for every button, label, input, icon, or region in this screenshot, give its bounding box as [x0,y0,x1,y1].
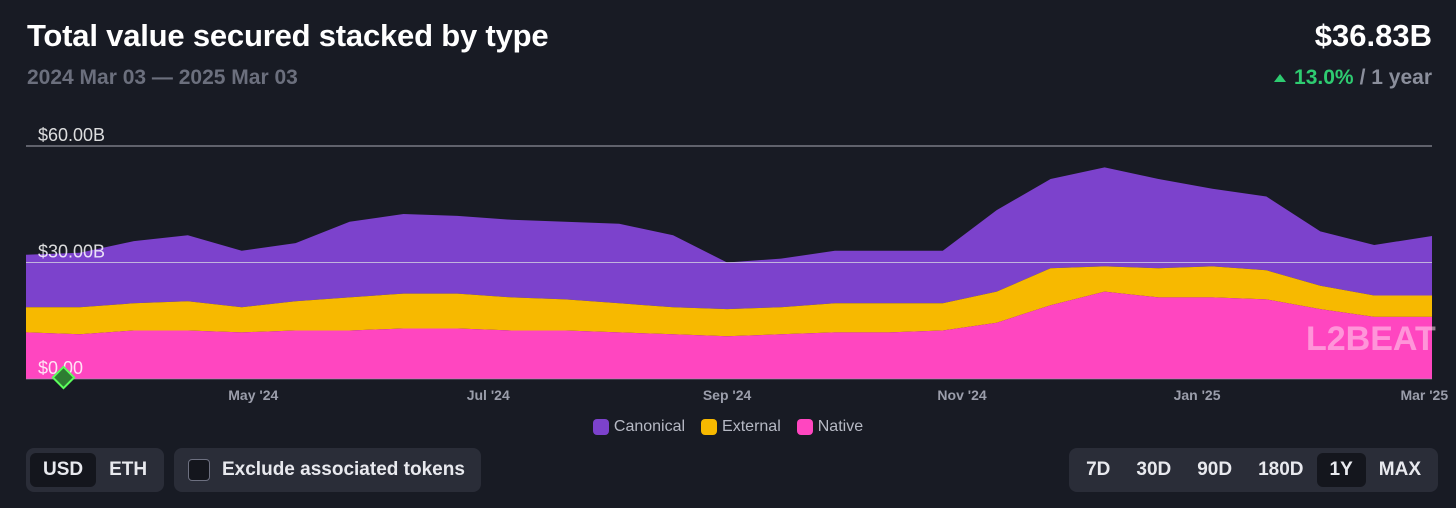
x-tick-label: Sep '24 [703,387,752,403]
legend-swatch-external [701,419,718,435]
legend-swatch-canonical [592,419,609,435]
change-percent: 13.0% [1294,66,1354,89]
start-handle-icon[interactable] [51,365,76,390]
eth-button[interactable]: ETH [109,459,148,480]
exclude-associated-tokens-toggle[interactable]: Exclude associated tokens [174,448,481,492]
arrow-up-icon [1274,74,1287,82]
change-positive: 13.0% [1274,66,1354,90]
l2beat-logo: L2BEAT [1306,320,1436,358]
chart-legend: Canonical External Native [0,418,1456,436]
legend-item-native[interactable]: Native [796,418,864,436]
y-tick-label: $60.00B [38,125,105,145]
area-series-native [26,291,1432,379]
chart-title: Total value secured stacked by type [27,18,549,53]
x-axis-labels: May '24 Jul '24 Sep '24 Nov '24 Jan '25 Mar '… [228,387,1448,403]
legend-item-external[interactable]: External [701,418,781,436]
range-90d-button[interactable]: 90D [1197,459,1233,480]
date-range: 2024 Mar 03 — 2025 Mar 03 [27,66,298,89]
legend-swatch-native [796,419,813,435]
change-indicator: 13.0% / 1 year [1274,66,1432,90]
total-value: $36.83B [1314,18,1432,53]
y-tick-label: $0.00 [38,358,83,378]
range-1y-button[interactable]: 1Y [1316,453,1366,487]
x-tick-label: Jul '24 [467,387,510,403]
area-series-external [26,266,1432,337]
range-30d-button[interactable]: 30D [1136,459,1172,480]
change-period: / 1 year [1359,66,1432,89]
l2beat-watermark: L2BEAT [1306,320,1436,358]
x-tick-label: Jan '25 [1174,387,1221,403]
area-layers [26,167,1432,379]
range-start-marker[interactable] [51,365,76,390]
legend-label: Canonical [613,418,686,435]
usd-button[interactable]: USD [30,453,97,487]
currency-toggle: USD ETH [26,448,165,492]
exclude-checkbox[interactable] [188,459,210,481]
gridlines [26,145,1432,380]
legend-item-canonical[interactable]: Canonical [592,418,686,436]
x-tick-label: Mar '25 [1400,387,1448,403]
range-180d-button[interactable]: 180D [1258,459,1304,480]
range-max-button[interactable]: MAX [1378,459,1421,480]
legend-label: Native [817,418,864,435]
area-series-canonical [26,167,1432,310]
tvs-area-chart[interactable]: $0.00 $30.00B $60.00B May '24 Jul '24 Sep '2… [0,110,1456,415]
x-tick-label: Nov '24 [937,387,986,403]
exclude-label: Exclude associated tokens [222,459,465,480]
y-tick-label: $30.00B [38,242,105,262]
time-range-selector: 7D 30D 90D 180D 1Y MAX [1069,448,1438,492]
y-axis-labels: $0.00 $30.00B $60.00B [38,125,105,378]
legend-label: External [722,418,781,435]
range-7d-button[interactable]: 7D [1086,459,1111,480]
x-tick-label: May '24 [228,387,278,403]
